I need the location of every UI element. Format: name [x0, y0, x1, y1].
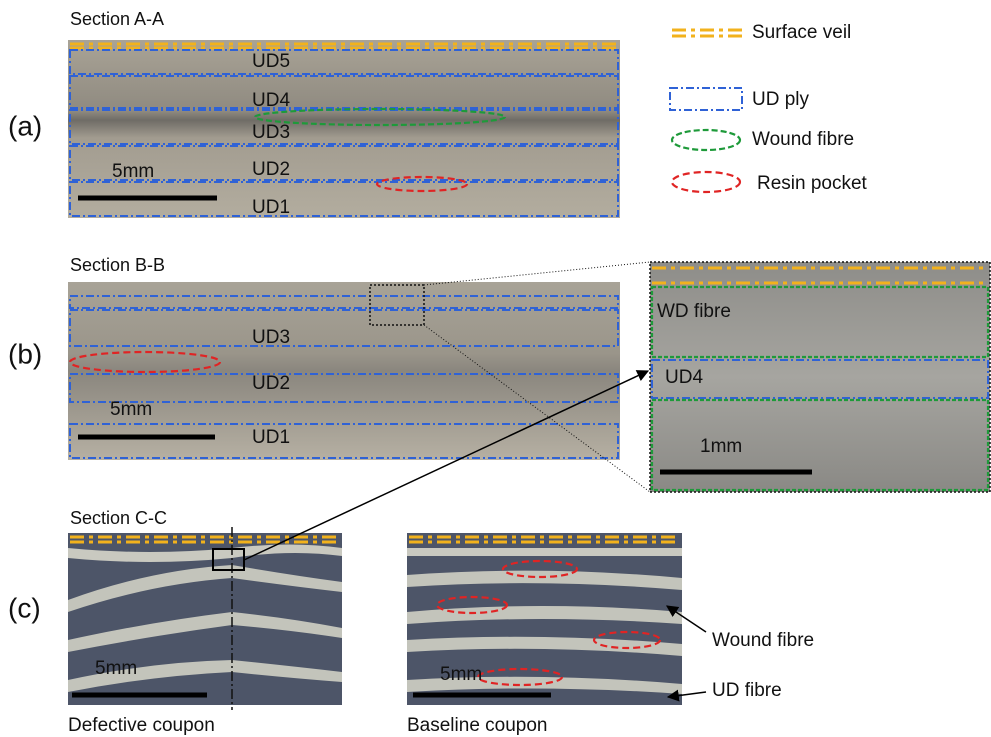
inset-label: WD fibre [657, 301, 731, 322]
caption: Baseline coupon [407, 715, 548, 736]
micrograph [68, 533, 342, 705]
ply-label: UD3 [252, 327, 290, 348]
legend: Surface veil UD ply Wound fibre Resin po… [670, 22, 868, 194]
panel-label: (a) [8, 110, 42, 141]
section-title: Section A-A [70, 9, 164, 29]
scale-label: 1mm [700, 436, 742, 457]
figure: (a) Section A-A UD5 UD4 UD3 UD2 UD1 5mm … [0, 0, 991, 737]
panel-label: (b) [8, 338, 42, 369]
legend-label: Wound fibre [752, 129, 854, 150]
section-title: Section C-C [70, 508, 167, 528]
ply-label: UD4 [252, 90, 290, 111]
ply-label: UD2 [252, 159, 290, 180]
ply-label: UD3 [252, 122, 290, 143]
shape-path [407, 548, 682, 556]
legend-label: Surface veil [752, 22, 851, 43]
ply-label: UD2 [252, 373, 290, 394]
annotation: Wound fibre [712, 630, 814, 651]
ply-label: UD1 [252, 427, 290, 448]
ply-label: UD1 [252, 197, 290, 218]
shape-ellipse [672, 172, 740, 192]
annotation: UD fibre [712, 680, 782, 701]
caption: Defective coupon [68, 715, 215, 736]
scale-label: 5mm [440, 664, 482, 685]
scale-label: 5mm [110, 399, 152, 420]
scale-label: 5mm [112, 161, 154, 182]
legend-label: UD ply [752, 89, 810, 110]
section-title: Section B-B [70, 255, 165, 275]
ply-label: UD5 [252, 51, 290, 72]
panel-label: (c) [8, 592, 41, 623]
shape-ellipse [672, 130, 740, 150]
scale-label: 5mm [95, 658, 137, 679]
micrograph [68, 40, 620, 218]
shape-rect [670, 88, 742, 110]
inset-label: UD4 [665, 367, 703, 388]
legend-label: Resin pocket [757, 173, 868, 194]
zoom-line [424, 262, 650, 285]
